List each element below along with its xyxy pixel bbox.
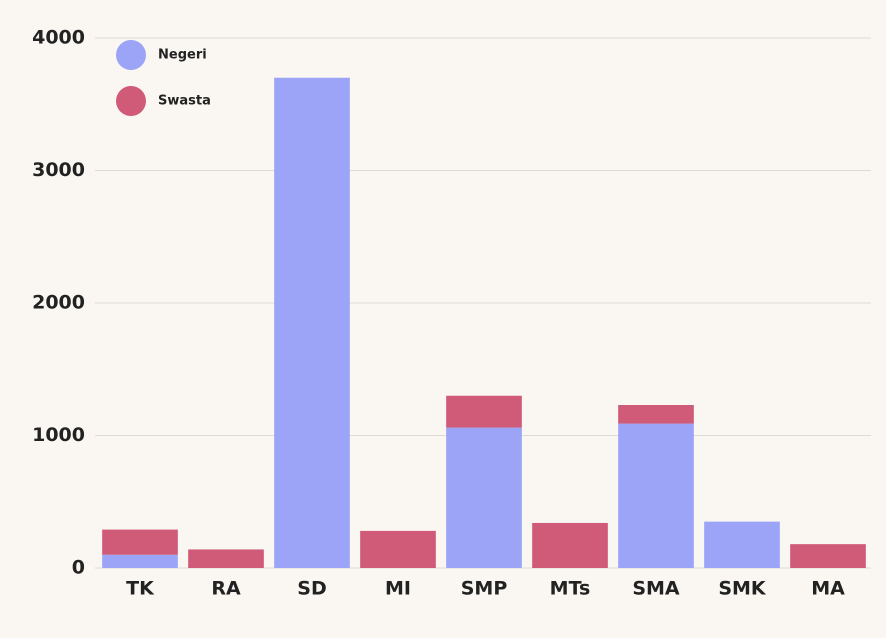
- x-tick-label: SMP: [461, 578, 508, 600]
- x-tick-label: SMK: [718, 578, 767, 600]
- x-tick-label: MTs: [550, 578, 591, 600]
- bar-segment: [532, 523, 608, 568]
- bar-segment: [274, 78, 350, 568]
- bar-segment: [618, 424, 694, 568]
- x-tick-label: MA: [811, 578, 845, 600]
- legend-label: Swasta: [158, 94, 211, 109]
- bar-segment: [704, 522, 780, 568]
- bar-segment: [618, 405, 694, 424]
- x-tick-label: RA: [211, 578, 241, 600]
- x-tick-label: SD: [297, 578, 326, 600]
- legend-swatch: [116, 40, 146, 70]
- bar-segment: [102, 555, 178, 568]
- x-tick-label: SMA: [632, 578, 680, 600]
- page: 0 1000 2000 3000 4000 TK RA SD MI SMP MTs SMA SMK MA N…: [0, 0, 886, 638]
- x-tick-label: TK: [126, 578, 155, 600]
- bar-segment: [446, 428, 522, 568]
- y-tick-label: 2000: [32, 292, 85, 314]
- chart: 0 1000 2000 3000 4000 TK RA SD MI SMP MTs SMA SMK MA N…: [0, 0, 886, 638]
- y-tick-label: 0: [72, 557, 85, 579]
- y-tick-label: 4000: [32, 27, 85, 49]
- legend-label: Negeri: [158, 48, 207, 63]
- legend-swatch: [116, 86, 146, 116]
- x-tick-label: MI: [385, 578, 411, 600]
- y-tick-label: 3000: [32, 159, 85, 181]
- y-tick-label: 1000: [32, 424, 85, 446]
- bar-segment: [790, 544, 866, 568]
- bar-segment: [102, 530, 178, 555]
- bar-segment: [446, 396, 522, 428]
- bar-segment: [188, 549, 264, 568]
- bar-segment: [360, 531, 436, 568]
